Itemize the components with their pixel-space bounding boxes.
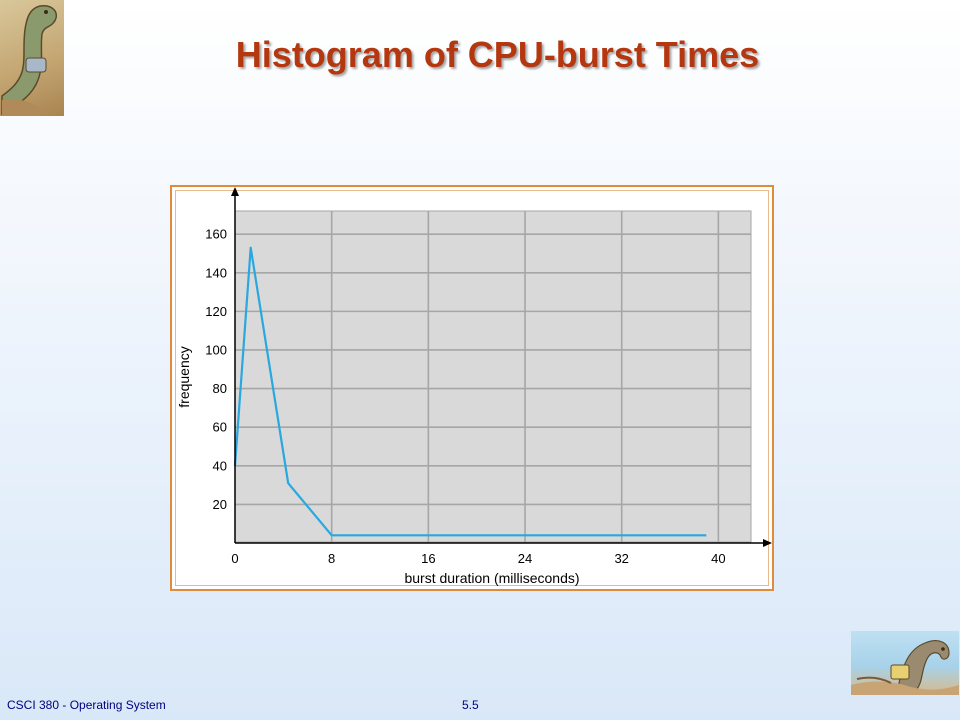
y-axis-label: frequency [176,346,192,407]
footer-course-name: CSCI 380 - Operating System [7,698,166,712]
footer-page-number: 5.5 [462,698,479,712]
dinosaur-logo-top [0,0,64,116]
x-tick-label: 8 [328,551,335,566]
x-tick-labels: 0 8 16 24 32 40 [231,551,725,566]
grid-lines [235,211,751,543]
y-tick-label: 60 [213,420,227,435]
y-axis-arrowhead [231,187,239,196]
x-tick-label: 0 [231,551,238,566]
data-series-line [233,246,707,537]
y-tick-label: 160 [205,227,227,242]
y-tick-label: 140 [205,265,227,280]
y-tick-label: 20 [213,497,227,512]
x-tick-label: 16 [421,551,435,566]
dinosaur-logo-bottom [851,631,959,695]
y-tick-label: 40 [213,458,227,473]
x-tick-label: 32 [614,551,628,566]
chart-frame: 0 8 16 24 32 40 20 40 60 80 100 120 140 160 burst du… [170,185,774,591]
x-axis-arrowhead [763,539,772,547]
slide-title: Histogram of CPU-burst Times [235,34,760,75]
y-tick-labels: 20 40 60 80 100 120 140 160 [205,227,227,512]
y-tick-label: 120 [205,304,227,319]
plot-area-background [234,210,752,543]
cpu-burst-histogram-chart: 0 8 16 24 32 40 20 40 60 80 100 120 140 160 burst du… [176,187,772,586]
y-tick-label: 100 [205,342,227,357]
chart-frame-inner-border [175,190,769,586]
x-tick-label: 40 [711,551,725,566]
x-axis-label: burst duration (milliseconds) [404,570,579,586]
axes [231,187,772,547]
y-tick-label: 80 [213,381,227,396]
x-tick-label: 24 [518,551,532,566]
